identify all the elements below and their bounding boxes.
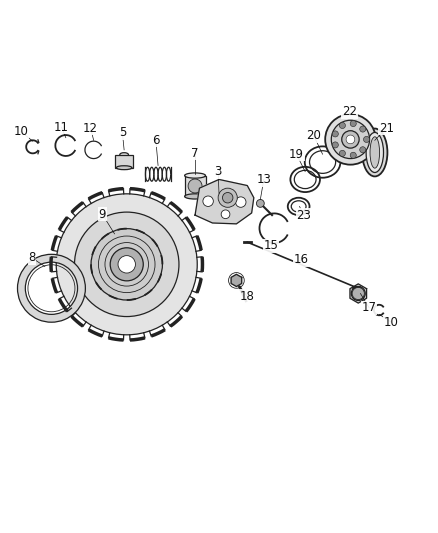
Text: 13: 13 [256,173,271,186]
Circle shape [236,197,246,207]
Text: 6: 6 [152,134,159,147]
Bar [185,175,205,197]
Circle shape [339,150,346,156]
Bar [116,155,133,168]
Wedge shape [18,254,85,322]
Ellipse shape [120,152,128,157]
Text: 19: 19 [289,148,304,161]
Text: 17: 17 [362,301,377,314]
Circle shape [360,147,366,153]
Circle shape [74,212,179,317]
Circle shape [342,131,359,148]
Text: 20: 20 [307,130,321,142]
Text: 9: 9 [99,208,106,221]
Ellipse shape [370,137,380,168]
Circle shape [188,179,202,193]
Circle shape [331,120,370,158]
Circle shape [203,196,213,206]
Ellipse shape [366,133,384,173]
Circle shape [352,287,364,300]
Circle shape [223,192,233,203]
Text: 18: 18 [240,289,254,303]
Text: 21: 21 [379,122,394,135]
Text: 16: 16 [293,254,308,266]
Polygon shape [195,180,254,224]
Circle shape [91,229,162,300]
Circle shape [350,152,356,158]
Circle shape [350,120,356,127]
Circle shape [351,287,365,301]
Polygon shape [350,284,367,303]
Text: 11: 11 [54,121,69,134]
Ellipse shape [116,166,132,169]
Polygon shape [231,274,242,287]
Circle shape [355,290,362,297]
Text: 3: 3 [215,165,222,178]
Text: 5: 5 [119,126,126,139]
Text: 7: 7 [191,147,199,160]
Circle shape [339,123,346,128]
Ellipse shape [185,173,205,178]
Text: 23: 23 [297,208,311,222]
Text: 22: 22 [342,106,357,118]
Circle shape [221,210,230,219]
Circle shape [218,188,237,207]
Circle shape [364,136,370,142]
Circle shape [118,256,135,273]
Circle shape [332,131,338,137]
Circle shape [110,248,143,281]
Text: 15: 15 [264,239,279,252]
Circle shape [256,199,264,207]
Text: 12: 12 [83,122,98,135]
Circle shape [325,114,376,165]
Text: 8: 8 [28,251,35,264]
Ellipse shape [185,194,205,199]
Text: 10: 10 [384,316,399,329]
Text: 10: 10 [14,125,28,138]
Circle shape [346,135,355,144]
Ellipse shape [362,128,388,176]
Circle shape [360,126,366,132]
Circle shape [332,142,338,148]
Circle shape [56,194,197,335]
